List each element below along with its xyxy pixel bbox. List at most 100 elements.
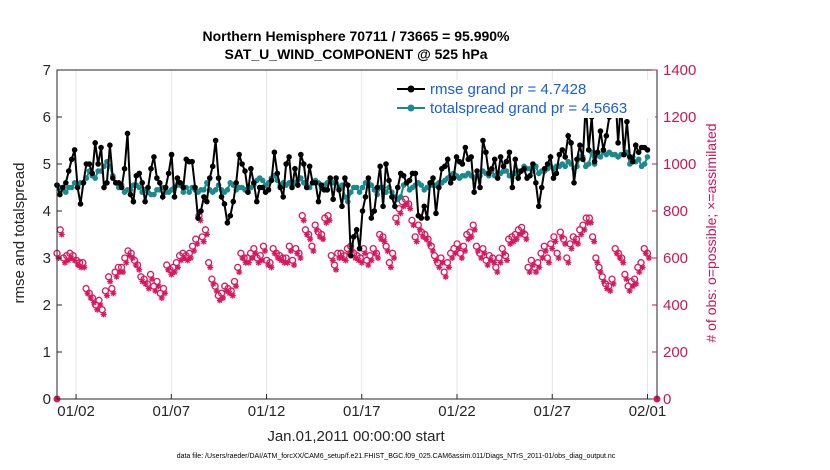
rmse-point (632, 142, 639, 148)
star-stroke (417, 227, 423, 233)
obs-assimilated-marker (158, 294, 165, 301)
star-stroke (162, 290, 168, 296)
rmse-point (383, 161, 389, 167)
rmse-point (418, 215, 425, 221)
star-stroke (343, 257, 349, 264)
star-stroke (523, 236, 530, 242)
rmse-point (350, 234, 357, 240)
rmse-point (139, 180, 145, 186)
obs-assimilated-marker (607, 287, 614, 294)
star-stroke (213, 288, 220, 294)
star-stroke (284, 260, 291, 266)
star-stroke (139, 278, 146, 285)
star-stroke (171, 269, 178, 275)
rmse-point (506, 149, 513, 156)
rmse-point (603, 133, 610, 139)
rmse-point (488, 165, 495, 172)
star-stroke (313, 227, 320, 233)
rmse-point (533, 180, 539, 186)
obs-assimilated-marker (604, 285, 611, 292)
star-stroke (555, 255, 562, 261)
obs-assimilated-marker (203, 231, 210, 238)
star-stroke (552, 238, 559, 245)
star-stroke (120, 269, 126, 275)
rmse-point (444, 156, 451, 163)
obs-assimilated-marker (194, 240, 201, 247)
obs-assimilated-marker (310, 247, 317, 254)
rmse-point (177, 180, 184, 186)
rmse-point (430, 175, 436, 181)
spread-point (347, 189, 354, 195)
spread-point (503, 168, 510, 174)
rmse-point (436, 184, 442, 191)
obs-assimilated-marker (620, 259, 627, 266)
x-tick-label: 01/17 (343, 403, 381, 420)
rmse-point (342, 175, 348, 181)
obs-assimilated-marker (587, 219, 594, 226)
legend-entry-spread: totalspread grand pr = 4.5663 (430, 100, 627, 117)
obs-assimilated-marker (207, 264, 214, 271)
rmse-point (110, 175, 116, 181)
obs-assimilated-marker (239, 255, 246, 261)
rmse-point (71, 147, 78, 153)
rmse-point (427, 180, 433, 186)
obs-assimilated-marker (184, 257, 191, 264)
rmse-point (298, 151, 304, 158)
obs-assimilated-marker (200, 238, 207, 245)
star-stroke (530, 262, 536, 268)
star-stroke (246, 260, 252, 266)
star-stroke (175, 264, 181, 271)
star-stroke (226, 290, 233, 296)
star-stroke (223, 288, 229, 294)
star-stroke (407, 205, 413, 212)
rmse-point (345, 182, 351, 188)
star-stroke (539, 255, 546, 261)
star-stroke (365, 262, 371, 268)
star-stroke (614, 250, 620, 256)
rmse-point (424, 215, 430, 221)
obs-assimilated-marker (81, 264, 88, 271)
rmse-point (157, 180, 163, 186)
star-stroke (455, 245, 462, 252)
star-stroke (439, 260, 446, 266)
obs-assimilated-marker (113, 273, 120, 280)
star-stroke (330, 257, 336, 264)
obs-assimilated-marker (474, 247, 481, 254)
star-stroke (359, 260, 365, 266)
star-stroke (472, 227, 478, 233)
spread-point (212, 187, 219, 193)
spread-point (635, 156, 642, 163)
rmse-point (142, 198, 148, 205)
rmse-point (101, 184, 107, 191)
rmse-point (353, 227, 360, 233)
obs-assimilated-marker (581, 226, 588, 233)
rmse-point (621, 151, 627, 158)
obs-assimilated-marker (84, 290, 91, 297)
rmse-point (236, 151, 242, 158)
rmse-point (221, 201, 228, 207)
obs-assimilated-marker (97, 302, 104, 308)
rmse-point (386, 177, 392, 184)
star-stroke (620, 260, 626, 266)
star-stroke (259, 257, 265, 264)
obs-assimilated-marker (142, 280, 149, 287)
obs-assimilated-marker (249, 255, 256, 261)
obs-assimilated-marker (568, 245, 575, 252)
star-stroke (543, 248, 549, 254)
star-stroke (484, 262, 491, 268)
y2-tick-label: 1000 (663, 156, 696, 173)
star-stroke (413, 238, 420, 245)
rmse-point (127, 191, 134, 198)
rmse-point (154, 175, 160, 181)
obs-assimilated-marker (191, 247, 198, 254)
spread-point (186, 189, 192, 195)
rmse-point (224, 219, 231, 226)
rmse-point (503, 158, 510, 165)
obs-assimilated-marker (500, 250, 507, 257)
obs-assimilated-marker (623, 276, 630, 283)
star-stroke (268, 264, 275, 271)
obs-assimilated-marker (471, 226, 478, 233)
rmse-point (330, 196, 336, 203)
obs-assimilated-marker (545, 259, 552, 266)
star-stroke (607, 288, 613, 294)
